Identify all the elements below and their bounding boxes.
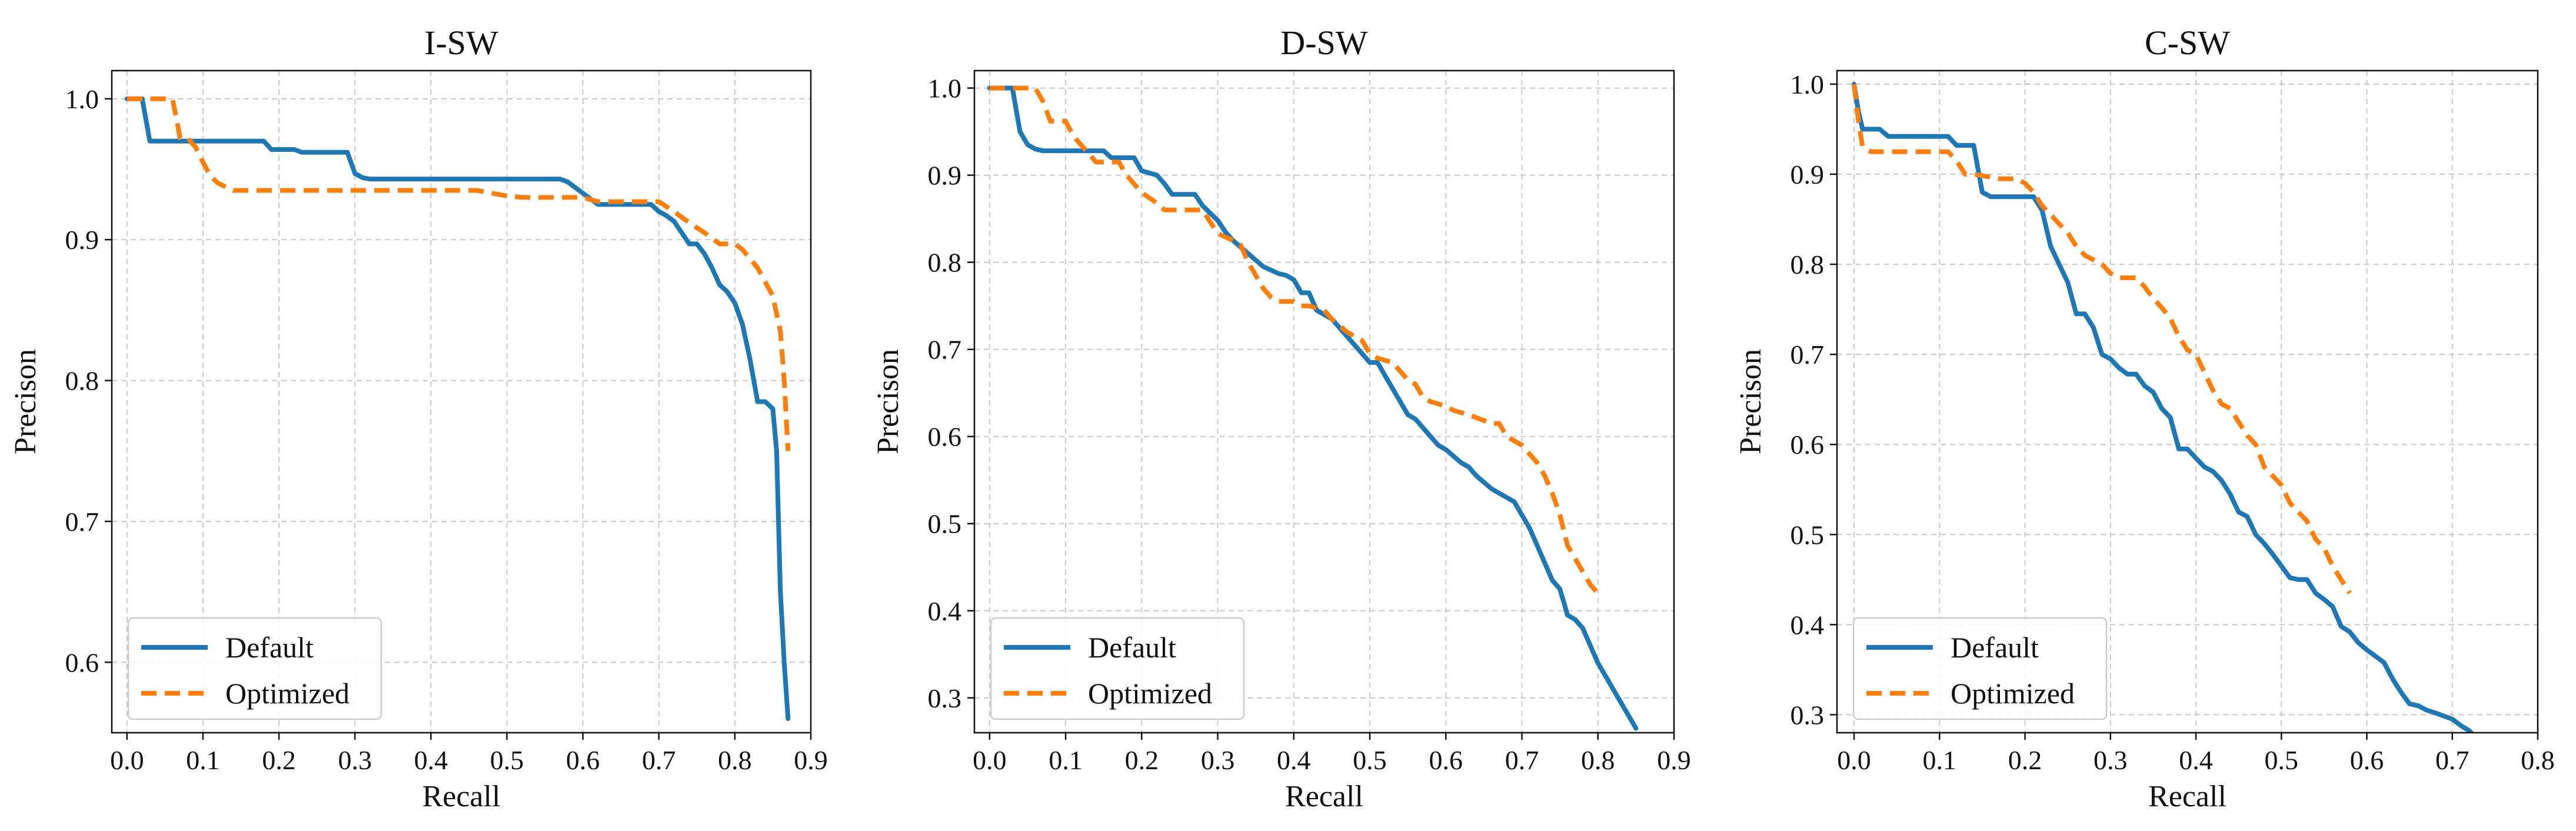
- chart-title: D-SW: [1280, 24, 1367, 62]
- series-line-default: [124, 96, 791, 722]
- y-tick-label: 0.6: [65, 647, 99, 677]
- x-tick-label: 0.1: [186, 745, 220, 775]
- x-tick-label: 0.3: [1201, 745, 1235, 775]
- x-axis-label: Recall: [422, 780, 501, 813]
- chart-title: I-SW: [424, 24, 498, 62]
- legend-label-optimized: Optimized: [1088, 677, 1212, 710]
- x-tick-label: 0.8: [718, 745, 752, 775]
- chart-1: 0.0 0.1 0.2 0.3 0.4 0.5 0.6 0.7 0.8 0.9 0.3 0.4 0.5 0…: [871, 24, 1691, 813]
- chart-title: C-SW: [2145, 24, 2230, 62]
- y-tick-label: 0.7: [1790, 340, 1825, 370]
- x-tick-label: 0.8: [2521, 745, 2555, 775]
- x-tick-label: 0.5: [490, 745, 524, 775]
- x-tick-label: 0.2: [2008, 745, 2042, 775]
- y-tick-label: 0.7: [65, 507, 99, 537]
- y-tick-label: 1.0: [1790, 69, 1825, 99]
- x-axis-label: Recall: [1285, 780, 1363, 813]
- axes-frame: [1836, 69, 2539, 734]
- x-axis-label: Recall: [2148, 780, 2226, 813]
- x-tick-label: 0.2: [1125, 745, 1159, 775]
- legend-label-optimized: Optimized: [1951, 677, 2075, 710]
- y-tick-label: 0.4: [928, 596, 962, 626]
- x-tick-label: 0.1: [1923, 745, 1957, 775]
- y-tick-label: 0.9: [65, 225, 99, 255]
- x-tick-label: 0.0: [973, 745, 1007, 775]
- legend-label-optimized: Optimized: [225, 677, 350, 710]
- y-tick-label: 0.3: [1790, 700, 1825, 730]
- x-tick-label: 0.6: [2350, 745, 2384, 775]
- x-tick-label: 0.4: [1277, 745, 1311, 775]
- x-tick-label: 0.3: [2094, 745, 2128, 775]
- y-tick-label: 0.8: [65, 366, 99, 396]
- axes-frame: [973, 69, 1675, 734]
- y-tick-label: 0.4: [1790, 610, 1825, 640]
- y-tick-label: 0.6: [928, 422, 962, 452]
- x-tick-label: 0.7: [642, 745, 676, 775]
- x-tick-label: 0.6: [1429, 745, 1463, 775]
- y-tick-label: 0.9: [928, 161, 962, 191]
- x-tick-label: 0.4: [2179, 745, 2213, 775]
- y-tick-label: 0.9: [1790, 159, 1825, 190]
- x-tick-label: 0.3: [338, 745, 372, 775]
- y-tick-label: 0.5: [1790, 520, 1825, 550]
- x-tick-label: 0.5: [1353, 745, 1387, 775]
- x-tick-label: 0.1: [1049, 745, 1083, 775]
- series-line-optimized: [989, 85, 1600, 595]
- y-tick-label: 0.6: [1790, 430, 1825, 460]
- y-tick-label: 0.7: [928, 335, 962, 365]
- chart-2: 0.0 0.1 0.2 0.3 0.4 0.5 0.6 0.7 0.8 0.3 0.4 0.5 0.6 0…: [1734, 24, 2555, 813]
- x-tick-label: 0.9: [1657, 745, 1691, 775]
- legend: Default Optimized: [1852, 617, 2108, 720]
- y-tick-label: 0.8: [928, 248, 962, 278]
- x-tick-label: 0.6: [566, 745, 600, 775]
- x-tick-label: 0.9: [794, 745, 828, 775]
- y-tick-label: 1.0: [65, 84, 99, 114]
- legend: Default Optimized: [127, 617, 382, 720]
- legend-label-default: Default: [1951, 631, 2039, 664]
- chart-0: 0.0 0.1 0.2 0.3 0.4 0.5 0.6 0.7 0.8 0.9 0.6 0.7 0.8 0…: [9, 24, 828, 813]
- y-tick-label: 0.3: [928, 683, 962, 713]
- y-tick-label: 0.5: [928, 509, 962, 539]
- legend-label-default: Default: [225, 631, 314, 664]
- x-tick-label: 0.7: [1505, 745, 1539, 775]
- x-tick-label: 0.0: [1837, 745, 1871, 775]
- legend: Default Optimized: [990, 617, 1245, 720]
- series-line-default: [1852, 82, 2475, 733]
- x-tick-label: 0.5: [2265, 745, 2299, 775]
- x-tick-label: 0.4: [414, 745, 448, 775]
- legend-label-default: Default: [1088, 631, 1176, 664]
- x-tick-label: 0.2: [262, 745, 296, 775]
- series-line-default: [987, 85, 1639, 731]
- axes-frame: [111, 69, 812, 734]
- y-axis-label: Precison: [1734, 349, 1768, 454]
- y-tick-label: 1.0: [928, 74, 962, 104]
- x-tick-label: 0.7: [2435, 745, 2470, 775]
- y-axis-label: Precison: [871, 349, 905, 454]
- y-axis-label: Precison: [9, 349, 42, 454]
- series-line-optimized: [1852, 84, 2352, 594]
- series-line-optimized: [127, 96, 791, 451]
- x-tick-label: 0.0: [110, 745, 144, 775]
- y-tick-label: 0.8: [1790, 250, 1825, 280]
- x-tick-label: 0.8: [1581, 745, 1615, 775]
